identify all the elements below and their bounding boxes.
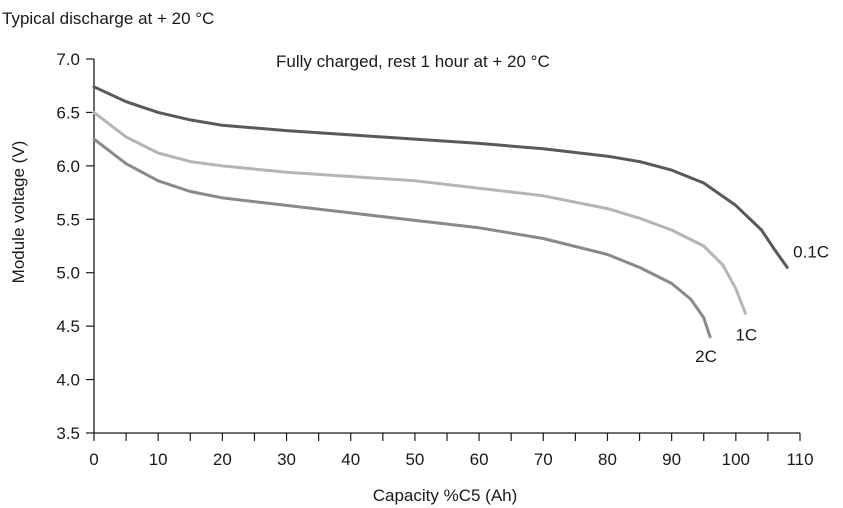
x-axis-title: Capacity %C5 (Ah) (373, 486, 518, 505)
y-tick-label: 4.0 (56, 371, 80, 390)
series-line-0-1C (92, 85, 789, 269)
y-tick-label: 4.5 (56, 317, 80, 336)
series-label-2C: 2C (695, 347, 717, 366)
y-tick-label: 7.0 (56, 50, 80, 69)
chart-title: Typical discharge at + 20 °C (2, 9, 214, 28)
y-tick-label: 5.0 (56, 264, 80, 283)
x-tick-label: 60 (470, 450, 489, 469)
x-tick-label: 0 (89, 450, 98, 469)
x-tick-label: 100 (722, 450, 750, 469)
y-axis-title: Module voltage (V) (9, 141, 28, 284)
x-tick-label: 10 (149, 450, 168, 469)
series-line-2C (92, 137, 712, 339)
series-label-0-1C: 0.1C (793, 242, 829, 261)
axes: 0 10 20 30 40 50 60 70 80 90 100 110 3.5 4.0 4.5 5.0 5.5… (56, 50, 813, 469)
x-tick-label: 80 (598, 450, 617, 469)
x-tick-label: 30 (277, 450, 296, 469)
x-tick-label: 110 (786, 450, 813, 469)
series-layer: 0.1C 1C 2C (92, 85, 829, 366)
series-label-1C: 1C (735, 325, 757, 344)
x-tick-label: 50 (405, 450, 424, 469)
x-tick-label: 20 (213, 450, 232, 469)
x-tick-label: 40 (341, 450, 360, 469)
y-tick-label: 5.5 (56, 210, 80, 229)
y-tick-label: 3.5 (56, 424, 80, 443)
y-tick-label: 6.0 (56, 157, 80, 176)
series-line-1C (92, 110, 747, 315)
x-tick-label: 90 (662, 450, 681, 469)
y-tick-label: 6.5 (56, 103, 80, 122)
chart-annotation: Fully charged, rest 1 hour at + 20 °C (276, 52, 550, 71)
x-tick-label: 70 (534, 450, 553, 469)
